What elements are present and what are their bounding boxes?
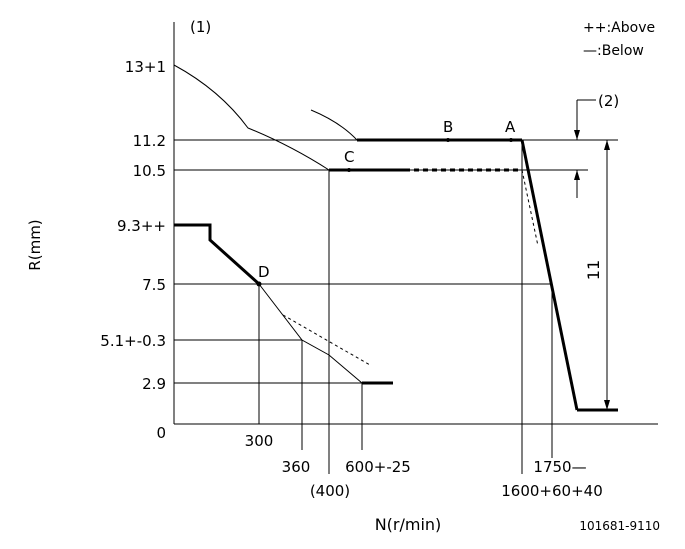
upper-curve: [173, 64, 330, 171]
ref-1-label: (1): [190, 18, 211, 36]
y-tick-2-9: 2.9: [142, 375, 166, 393]
y-tick-7-5: 7.5: [142, 276, 166, 294]
x-tick-1750: 1750—: [533, 458, 586, 476]
legend-above: ++:Above: [583, 20, 655, 36]
x-tick-600: 600+-25: [345, 458, 411, 476]
dim-11-label: 11: [584, 260, 603, 280]
x-axis-label: N(r/min): [375, 515, 442, 534]
point-d-label: D: [258, 263, 270, 281]
dim2-bottom-arrow: [574, 170, 580, 180]
point-b: [446, 138, 450, 142]
idle-curve-start: [174, 223, 261, 286]
idle-curve-mid: [258, 283, 363, 384]
x-tick-400: (400): [310, 482, 350, 500]
point-a-label: A: [505, 118, 516, 136]
y-axis-label: R(mm): [26, 219, 44, 270]
dim11-bottom-arrow: [604, 400, 610, 410]
x-tick-300: 300: [245, 432, 274, 450]
x-tick-1600: 1600+60+40: [501, 482, 602, 500]
point-b-label: B: [443, 118, 453, 136]
point-c-label: C: [344, 148, 354, 166]
idle-dashed: [282, 314, 371, 366]
governor-drop-dashed: [521, 169, 539, 247]
dim2-top-arrow: [574, 130, 580, 140]
point-a: [509, 138, 513, 142]
ref-2-label: (2): [598, 92, 619, 110]
y-tick-13: 13+1: [125, 58, 166, 76]
y-tick-10-5: 10.5: [133, 162, 166, 180]
legend-below: —:Below: [583, 43, 644, 59]
y-tick-5-1: 5.1+-0.3: [100, 332, 166, 350]
x-tick-360: 360: [282, 458, 311, 476]
governor-drop: [520, 139, 579, 411]
y-tick-0: 0: [156, 424, 166, 442]
point-c: [347, 168, 351, 172]
point-d: [256, 281, 262, 287]
dim11-top-arrow: [604, 140, 610, 150]
y-tick-9-3: 9.3++: [117, 217, 166, 235]
upper-curve-b: [310, 109, 358, 141]
drawing-code: 101681-9110: [579, 519, 660, 533]
y-tick-11-2: 11.2: [133, 132, 166, 150]
